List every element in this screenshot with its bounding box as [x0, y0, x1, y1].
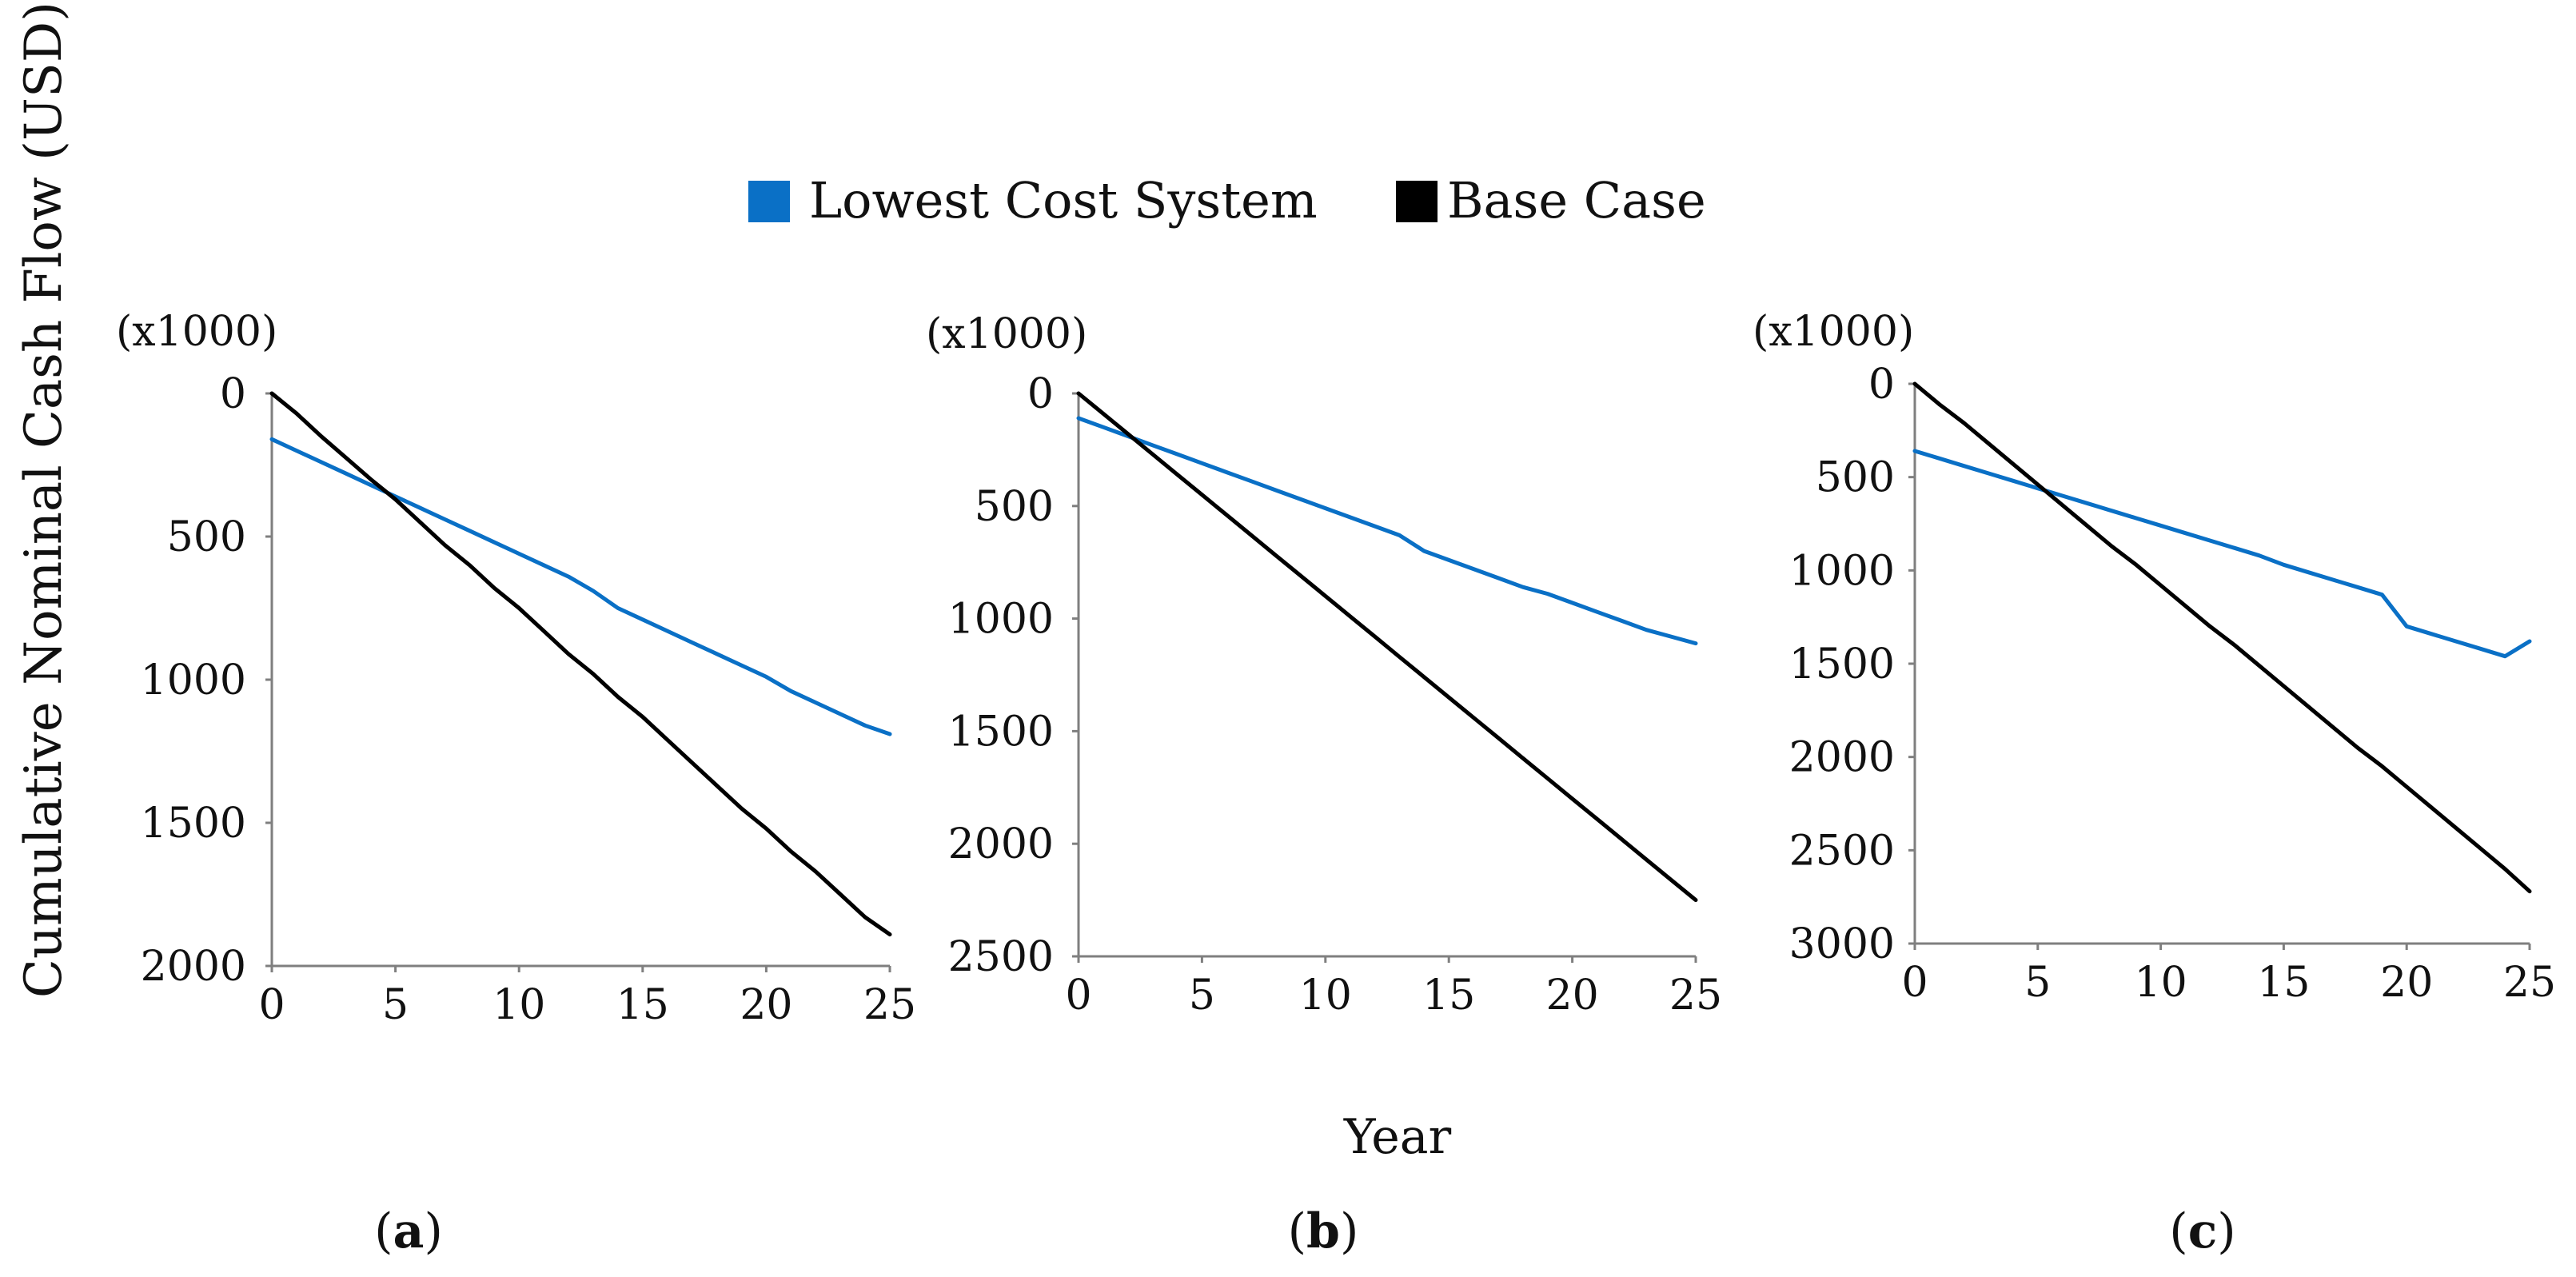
y-tick-label: 1000: [1789, 547, 1895, 595]
y-tick-label: 1500: [141, 800, 246, 848]
y-tick-label: 2000: [948, 820, 1054, 868]
x-tick-label: 10: [492, 981, 545, 1029]
x-tick-label: 5: [382, 981, 409, 1029]
legend-swatch-base-case: [1396, 181, 1438, 222]
x-tick-label: 15: [2257, 959, 2310, 1007]
y-tick-label: 1000: [141, 656, 246, 704]
x-tick-label: 20: [1546, 972, 1599, 1020]
legend-label-base-case: Base Case: [1447, 171, 1706, 229]
legend-swatch-lowest-cost-system: [748, 181, 790, 222]
x-tick-label: 5: [1189, 972, 1215, 1020]
y-tick-label: 1500: [1789, 640, 1895, 688]
y-tick-label: 2000: [141, 943, 246, 991]
legend-label-lowest-cost-system: Lowest Cost System: [809, 171, 1318, 229]
x-tick-label: 20: [740, 981, 792, 1029]
y-unit-label-c: (x1000): [1753, 308, 1914, 356]
y-tick-label: 0: [220, 370, 246, 418]
x-tick-label: 0: [258, 981, 285, 1029]
x-tick-label: 25: [863, 981, 916, 1029]
y-tick-label: 2500: [1789, 827, 1895, 875]
x-tick-label: 25: [2503, 959, 2556, 1007]
series-line-lowest-cost-system: [1076, 416, 1698, 646]
series-line-base-case: [269, 391, 892, 937]
y-tick-label: 500: [1816, 454, 1895, 502]
series-line-base-case: [1076, 391, 1698, 903]
panel-label-b: (b): [1288, 1203, 1359, 1259]
series-line-base-case: [1912, 381, 2532, 894]
y-unit-label-a: (x1000): [116, 308, 277, 356]
x-axis-title: Year: [1343, 1109, 1452, 1165]
y-tick-label: 2000: [1789, 734, 1895, 782]
x-tick-label: 20: [2380, 959, 2433, 1007]
series-line-lowest-cost-system: [1912, 449, 2532, 659]
x-tick-label: 0: [1901, 959, 1928, 1007]
y-axis-title: Cumulative Nominal Cash Flow (USD): [14, 2, 74, 998]
panel-label-a: (a): [374, 1203, 443, 1259]
x-tick-label: 15: [616, 981, 669, 1029]
x-tick-label: 0: [1065, 972, 1091, 1020]
y-tick-label: 0: [1868, 361, 1895, 409]
y-tick-label: 500: [975, 483, 1054, 531]
y-tick-label: 1000: [948, 596, 1054, 644]
x-tick-label: 10: [2135, 959, 2187, 1007]
x-tick-label: 15: [1422, 972, 1475, 1020]
y-tick-label: 1500: [948, 708, 1054, 756]
x-tick-label: 25: [1669, 972, 1722, 1020]
panel-label-c: (c): [2169, 1203, 2235, 1259]
series-line-lowest-cost-system: [269, 437, 892, 736]
legend: Lowest Cost System Base Case: [748, 171, 1706, 229]
y-tick-label: 0: [1027, 370, 1054, 418]
y-tick-label: 2500: [948, 933, 1054, 981]
y-unit-label-b: (x1000): [926, 310, 1087, 358]
x-tick-label: 5: [2024, 959, 2051, 1007]
y-tick-label: 500: [167, 513, 246, 561]
x-tick-label: 10: [1299, 972, 1352, 1020]
y-tick-label: 3000: [1789, 920, 1895, 968]
